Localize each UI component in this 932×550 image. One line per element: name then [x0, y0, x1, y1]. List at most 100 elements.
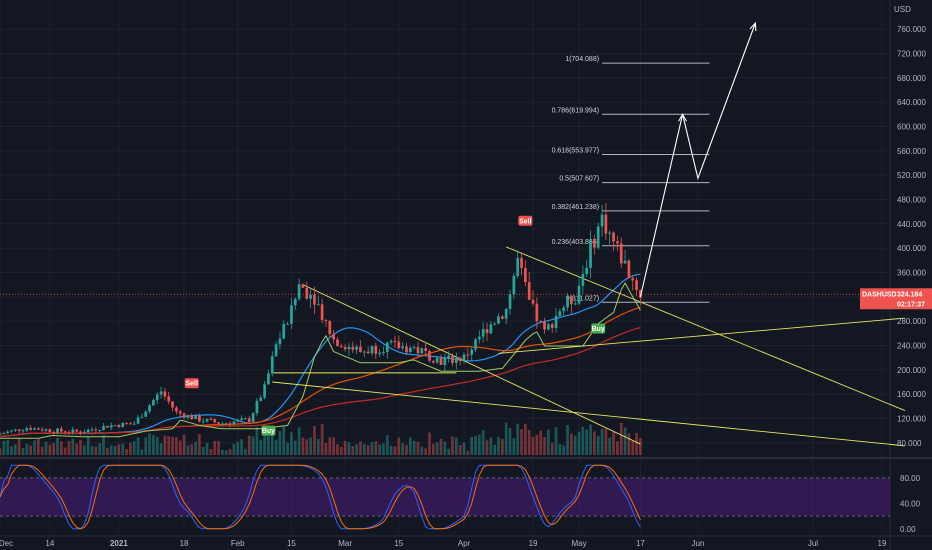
symbol-label: DASHUSD: [862, 291, 897, 298]
candle-body: [106, 425, 109, 428]
volume-bar: [152, 435, 155, 455]
osc-tick: 0.00: [900, 525, 916, 534]
candle-body: [117, 425, 121, 428]
candle-body: [581, 273, 585, 286]
volume-bar: [535, 434, 539, 455]
candle-body: [40, 429, 44, 431]
volume-bar: [355, 444, 358, 455]
volume-bar: [320, 424, 324, 455]
candle-body: [443, 358, 447, 365]
volume-bar: [359, 441, 362, 455]
volume-bar: [305, 439, 309, 455]
volume-bar: [416, 441, 420, 455]
volume-bar: [474, 435, 477, 455]
volume-bar: [6, 440, 10, 455]
volume-bar: [366, 445, 370, 455]
volume-bar: [612, 431, 615, 455]
volume-bar: [175, 437, 178, 455]
volume-bar: [558, 444, 562, 455]
volume-bar: [439, 438, 443, 455]
volume-bar: [90, 445, 94, 455]
volume-bar: [577, 431, 581, 455]
trendline: [506, 246, 906, 412]
candle-body: [274, 344, 278, 357]
candle-body: [616, 241, 619, 244]
candle-body: [351, 346, 355, 350]
volume-bar: [596, 435, 600, 455]
volume-bar: [125, 448, 128, 455]
candle-body: [282, 324, 286, 339]
candle-body: [619, 243, 623, 264]
volume-bar: [343, 441, 347, 455]
candle-body: [420, 348, 424, 354]
stoch-line: [0, 464, 641, 530]
price-axis[interactable]: USD 760.000 720.000 680.000 640.000 600.000 56…: [0, 5, 932, 534]
volume-bar: [600, 428, 604, 455]
candle-body: [577, 285, 581, 304]
candle-body: [612, 232, 615, 242]
candle-body: [163, 391, 167, 397]
candle-body: [451, 355, 454, 364]
volume-bar: [570, 433, 573, 455]
fib-levels[interactable]: 1(704.088) 0.786(619.994) 0.618(553.977) 0.…: [552, 56, 710, 303]
candle-body: [608, 232, 612, 234]
candle-body: [508, 294, 512, 309]
osc-tick: 80.00: [900, 474, 921, 483]
volume-bar: [470, 436, 474, 455]
fib-label: 0(311.027): [566, 295, 599, 302]
candle-body: [527, 282, 531, 300]
candle-body: [596, 226, 600, 248]
candle-body: [221, 423, 224, 425]
candle-body: [186, 415, 190, 418]
candle-body: [566, 296, 569, 308]
volume-bar: [497, 436, 500, 455]
time-tick: 2021: [110, 539, 128, 548]
candle-body: [355, 346, 358, 350]
volume-bar: [458, 445, 462, 455]
fib-label: 0.382(461.238): [552, 204, 599, 211]
volume-bar: [83, 445, 86, 455]
volume-bar: [40, 446, 44, 455]
volume-bar: [75, 443, 79, 455]
volume-bar: [316, 439, 320, 455]
candle-body: [232, 421, 236, 425]
candle-body: [497, 316, 500, 324]
volume-bar: [385, 435, 389, 455]
candle-body: [316, 304, 320, 306]
fib-label: 0.5(507.607): [559, 176, 599, 183]
time-axis[interactable]: Dec 14 2021 18 Feb 15 Mar 15 Apr 19 May 17 Jun Jul 19: [0, 539, 887, 548]
volume-bar: [270, 430, 274, 455]
support-line: [0, 281, 641, 439]
signal-label: Buy: [262, 428, 275, 435]
candle-body: [382, 351, 385, 353]
volume-bar: [163, 435, 167, 455]
candle-body: [504, 308, 508, 319]
candles: [0, 202, 642, 436]
volume-bar: [347, 442, 351, 455]
volume-bar: [236, 441, 240, 455]
stochastic-panel: [0, 464, 890, 530]
currency-label: USD: [894, 5, 911, 14]
volume-bar: [501, 438, 504, 455]
candle-body: [13, 429, 17, 431]
signals: Sell Buy Sell Buy: [184, 215, 606, 436]
price-tick: 240.000: [897, 341, 926, 350]
volume-bar: [113, 445, 117, 455]
projection-path[interactable]: [639, 21, 757, 297]
candle-body: [79, 431, 82, 434]
candle-body: [75, 429, 79, 432]
candle-body: [547, 324, 550, 330]
volume-bar: [213, 440, 217, 455]
volume-bar: [462, 442, 466, 455]
candle-body: [623, 260, 627, 264]
candle-body: [424, 348, 427, 352]
volume-bar: [282, 426, 286, 455]
volume-bar: [167, 436, 171, 455]
price-tick: 80.000: [897, 439, 922, 448]
candle-body: [0, 433, 2, 435]
volume-bar: [550, 442, 554, 455]
volume-bar: [198, 434, 201, 455]
